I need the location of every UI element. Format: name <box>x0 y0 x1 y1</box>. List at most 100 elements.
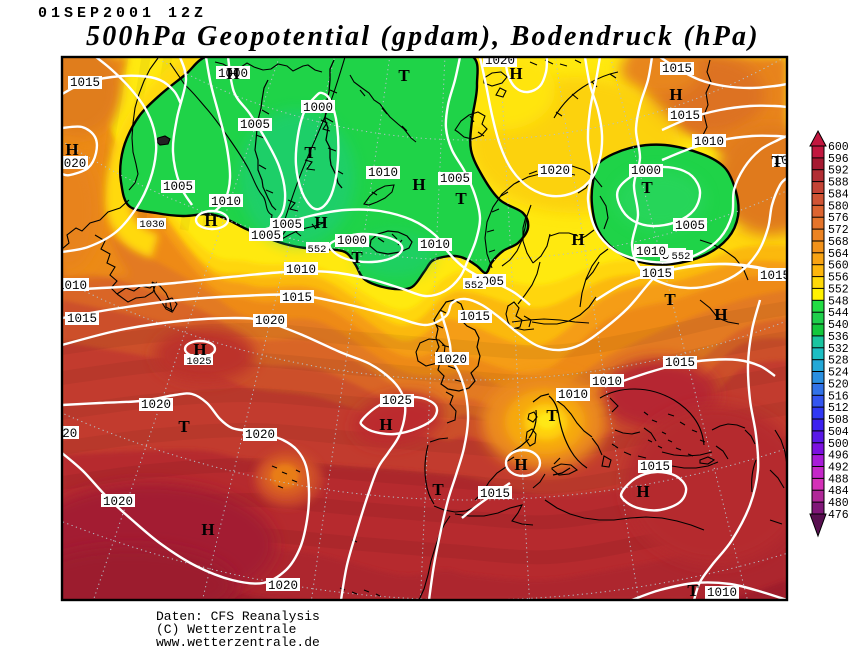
svg-text:1005: 1005 <box>440 172 470 186</box>
svg-text:H: H <box>669 85 682 104</box>
svg-text:1010: 1010 <box>592 375 622 389</box>
svg-text:H: H <box>571 230 584 249</box>
svg-text:1030: 1030 <box>139 219 164 231</box>
svg-text:T: T <box>398 66 410 85</box>
svg-text:1020: 1020 <box>268 579 298 593</box>
svg-text:H: H <box>193 340 206 359</box>
svg-text:101: 101 <box>774 154 797 168</box>
svg-text:H: H <box>509 64 522 83</box>
svg-text:H: H <box>204 211 217 230</box>
svg-text:588: 588 <box>828 177 849 190</box>
svg-text:596: 596 <box>828 153 849 166</box>
svg-text:1010: 1010 <box>57 279 87 293</box>
svg-text:476: 476 <box>828 509 849 522</box>
svg-text:1015: 1015 <box>665 356 695 370</box>
svg-text:1000: 1000 <box>218 67 248 81</box>
svg-text:552: 552 <box>465 280 484 292</box>
svg-text:552: 552 <box>828 283 849 296</box>
svg-text:500hPa Geopotential (gpdam), B: 500hPa Geopotential (gpdam), Bodendruck … <box>86 21 760 52</box>
svg-text:T: T <box>771 152 783 171</box>
svg-text:1020: 1020 <box>103 495 133 509</box>
svg-text:Daten: CFS Reanalysis: Daten: CFS Reanalysis <box>156 609 320 624</box>
svg-text:600: 600 <box>828 141 849 154</box>
svg-text:1020: 1020 <box>141 398 171 412</box>
svg-text:H: H <box>514 455 527 474</box>
svg-text:T: T <box>687 581 699 600</box>
svg-text:1010: 1010 <box>286 263 316 277</box>
svg-text:H: H <box>314 213 327 232</box>
svg-text:484: 484 <box>828 485 849 498</box>
svg-text:T: T <box>304 143 316 162</box>
svg-text:560: 560 <box>828 260 849 273</box>
svg-text:552: 552 <box>308 244 327 256</box>
svg-text:504: 504 <box>828 426 849 439</box>
svg-text:512: 512 <box>828 402 849 415</box>
svg-text:592: 592 <box>828 165 849 178</box>
svg-text:1015: 1015 <box>282 291 312 305</box>
svg-text:T: T <box>351 248 363 267</box>
svg-text:1015: 1015 <box>70 76 100 90</box>
svg-text:548: 548 <box>828 295 849 308</box>
svg-text:584: 584 <box>828 189 849 202</box>
svg-text:T: T <box>546 406 558 425</box>
svg-text:T: T <box>432 480 444 499</box>
svg-text:488: 488 <box>828 473 849 486</box>
svg-text:524: 524 <box>828 367 849 380</box>
svg-text:1010: 1010 <box>558 388 588 402</box>
svg-text:492: 492 <box>828 462 849 475</box>
svg-text:1000: 1000 <box>631 164 661 178</box>
svg-text:540: 540 <box>828 319 849 332</box>
svg-text:1015: 1015 <box>670 109 700 123</box>
svg-text:T: T <box>641 178 653 197</box>
svg-text:1005: 1005 <box>251 229 281 243</box>
svg-text:1020: 1020 <box>540 164 570 178</box>
svg-text:1005: 1005 <box>163 180 193 194</box>
svg-text:496: 496 <box>828 450 849 463</box>
svg-text:1015: 1015 <box>642 267 672 281</box>
svg-text:520: 520 <box>828 378 849 391</box>
svg-text:H: H <box>636 482 649 501</box>
svg-text:www.wetterzentrale.de: www.wetterzentrale.de <box>156 635 320 650</box>
svg-text:536: 536 <box>828 331 849 344</box>
svg-text:H: H <box>379 415 392 434</box>
svg-text:508: 508 <box>828 414 849 427</box>
svg-text:1025: 1025 <box>186 356 211 368</box>
svg-text:576: 576 <box>828 212 849 225</box>
svg-text:1020: 1020 <box>485 54 515 68</box>
svg-text:480: 480 <box>828 497 849 510</box>
svg-text:1000: 1000 <box>337 234 367 248</box>
svg-text:(C) Wetterzentrale: (C) Wetterzentrale <box>156 622 296 637</box>
svg-text:H: H <box>65 140 78 159</box>
svg-text:T: T <box>178 417 190 436</box>
svg-text:1000: 1000 <box>303 101 333 115</box>
svg-text:500: 500 <box>828 438 849 451</box>
svg-text:1015: 1015 <box>480 487 510 501</box>
svg-text:H: H <box>412 175 425 194</box>
svg-text:1010: 1010 <box>694 135 724 149</box>
svg-text:580: 580 <box>828 200 849 213</box>
svg-text:020: 020 <box>64 157 87 171</box>
svg-text:528: 528 <box>828 355 849 368</box>
svg-text:01SEP2001 12Z: 01SEP2001 12Z <box>38 5 207 22</box>
svg-text:1020: 1020 <box>437 353 467 367</box>
svg-text:1015: 1015 <box>662 62 692 76</box>
svg-text:1005: 1005 <box>240 118 270 132</box>
svg-text:552: 552 <box>672 251 691 263</box>
svg-text:532: 532 <box>828 343 849 356</box>
svg-text:556: 556 <box>828 272 849 285</box>
svg-text:568: 568 <box>828 236 849 249</box>
svg-text:572: 572 <box>828 224 849 237</box>
svg-text:1010: 1010 <box>707 586 737 600</box>
svg-text:1020: 1020 <box>255 314 285 328</box>
svg-text:1015: 1015 <box>640 460 670 474</box>
svg-text:1010: 1010 <box>368 166 398 180</box>
svg-text:020: 020 <box>55 427 78 441</box>
svg-text:T: T <box>455 189 467 208</box>
svg-text:T: T <box>664 290 676 309</box>
svg-text:1015: 1015 <box>67 312 97 326</box>
svg-text:564: 564 <box>828 248 849 261</box>
svg-text:1010: 1010 <box>636 245 666 259</box>
svg-text:H: H <box>201 520 214 539</box>
svg-text:544: 544 <box>828 307 849 320</box>
svg-text:1010: 1010 <box>211 195 241 209</box>
